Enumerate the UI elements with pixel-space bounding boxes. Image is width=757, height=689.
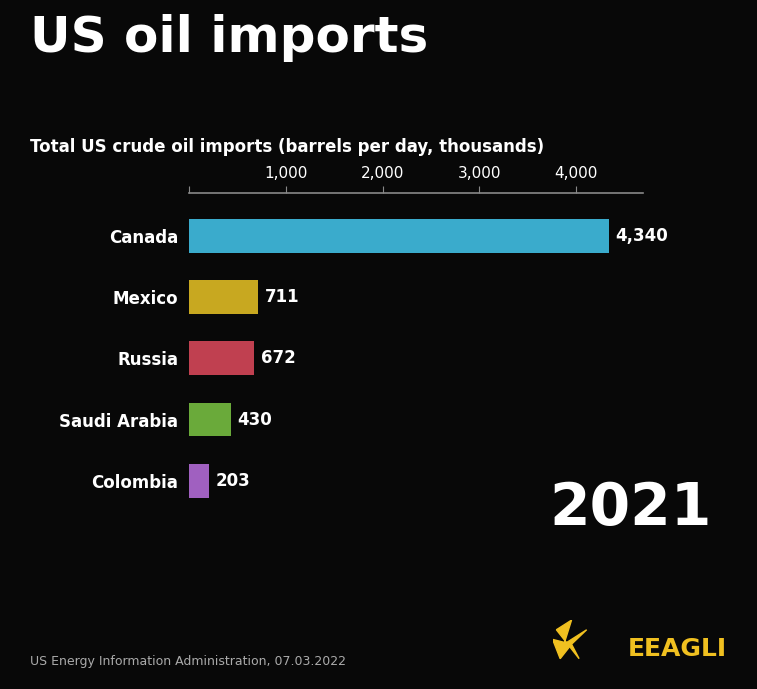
Text: 430: 430: [238, 411, 273, 429]
Text: EEAGLI: EEAGLI: [628, 637, 727, 661]
Text: 711: 711: [265, 288, 299, 306]
Text: 203: 203: [216, 472, 251, 490]
Bar: [189, 342, 254, 375]
Bar: [189, 464, 209, 497]
Bar: [189, 402, 231, 436]
Bar: [189, 280, 258, 314]
Bar: [189, 219, 609, 253]
Text: 4,340: 4,340: [615, 227, 668, 245]
Text: 672: 672: [261, 349, 296, 367]
Polygon shape: [553, 639, 572, 659]
Text: Total US crude oil imports (barrels per day, thousands): Total US crude oil imports (barrels per …: [30, 138, 544, 156]
Text: 2021: 2021: [550, 480, 712, 537]
Text: US Energy Information Administration, 07.03.2022: US Energy Information Administration, 07…: [30, 655, 346, 668]
Text: US oil imports: US oil imports: [30, 14, 428, 62]
Polygon shape: [556, 620, 587, 659]
